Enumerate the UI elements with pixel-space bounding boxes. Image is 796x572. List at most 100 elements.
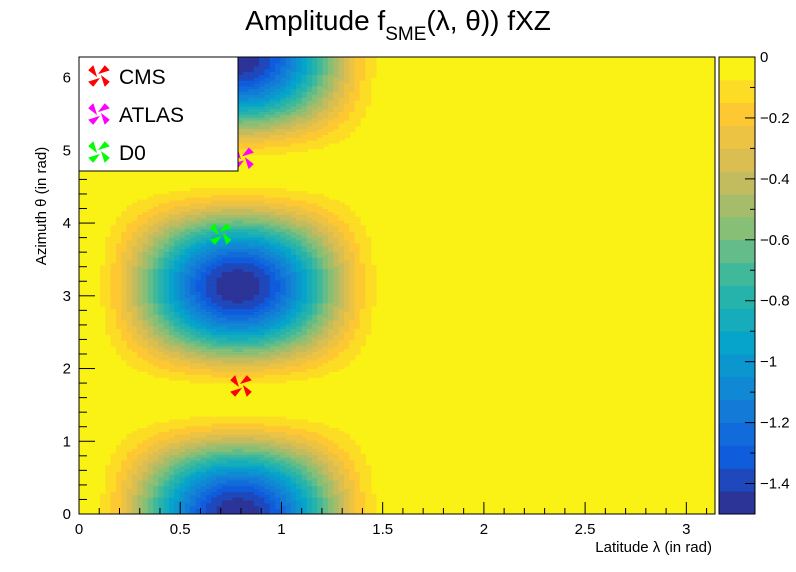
heatmap-cell [306,193,313,198]
heatmap-cell [317,422,324,427]
heatmap-cell [168,419,176,424]
heatmap-cell [121,211,128,215]
heatmap-cell [327,428,335,432]
chart-title: Amplitude fSME(λ, θ)) fXZ [245,5,551,45]
heatmap-cell [100,493,107,498]
heatmap-cell [232,188,239,192]
heatmap-cell [343,433,351,438]
heatmap-cell [110,453,117,458]
heatmap-cell [142,428,149,432]
heatmap-cell [333,428,340,432]
heatmap-cell [333,199,340,204]
heatmap-cell [153,422,160,427]
heatmap-cell [269,416,276,421]
heatmap-cell [338,202,345,207]
heatmap-cell [248,188,255,192]
heatmap-cell [317,193,324,198]
heatmap-cell [264,188,271,192]
heatmap-cell [179,191,186,195]
heatmap-cell [158,193,165,198]
heatmap-cell [110,225,117,230]
heatmap-cell [285,191,292,195]
heatmap-cell [221,188,229,192]
heatmap-cell [121,439,128,444]
heatmap-cell [370,493,377,498]
chart-title-main: Amplitude f [245,5,385,36]
heatmap-cell [296,419,303,424]
heatmap-cell [274,416,282,421]
heatmap-cell [365,236,372,241]
heatmap-cell [206,188,213,192]
heatmap-cell [264,416,271,421]
heatmap-cell [184,191,192,195]
heatmap-cell [153,193,160,198]
heatmap-cell [131,202,139,207]
heatmap-cell [206,416,213,421]
heatmap-cell [168,191,176,195]
heatmap-cell [190,416,197,421]
heatmap-cell [200,416,207,421]
heatmap-cell [365,465,372,470]
heatmap-cell [349,211,356,215]
heatmap-cell [142,199,149,204]
heatmap-cell [322,425,329,430]
heatmap-cell [131,431,139,435]
heatmap-cell [312,193,319,198]
heatmap-cell [105,465,112,470]
heatmap-cell [354,445,361,450]
heatmap-cell [354,216,361,221]
heatmap-cell [195,188,202,192]
heatmap-cell [290,419,298,424]
heatmap-cell [216,416,223,421]
heatmap-cell [285,419,292,424]
heatmap-cell [370,265,377,270]
heatmap-cell [174,191,181,195]
heatmap-cell [158,422,165,427]
heatmap-cell [259,416,266,421]
heatmap-cell [126,433,133,438]
heatmap-cell [137,428,144,432]
heatmap-cell [221,416,229,421]
heatmap-cell [343,205,351,210]
heatmap-cell [359,453,366,458]
heatmap-cell [280,416,287,421]
heatmap-cell [259,188,266,192]
heatmap-cell [179,419,186,424]
heatmap-cell [280,188,287,192]
heatmap-cell [301,419,308,424]
heatmap-cell [147,425,154,430]
heatmap-cell [327,199,335,204]
heatmap-cell [126,205,133,210]
heatmap-cell [232,416,239,421]
heatmap-cell [174,419,181,424]
heatmap-cell [163,422,170,427]
heatmap-cell [359,225,366,230]
heatmap-cell [349,439,356,444]
heatmap-cell [306,422,313,427]
heatmap-cell [184,419,192,424]
heatmap-cell [290,191,298,195]
heatmap-cell [200,188,207,192]
heatmap-cell [338,431,345,435]
heatmap-cell [190,188,197,192]
heatmap-cell [237,188,245,192]
chart-title-subscript: SME [385,24,426,45]
heatmap-cell [211,416,218,421]
heatmap-cell [274,188,282,192]
heatmap-cell [163,193,170,198]
heatmap-cell [237,416,245,421]
heatmap-cell [301,191,308,195]
heatmap-cell [115,216,123,221]
heatmap-cell [216,188,223,192]
heatmap-cell [248,416,255,421]
heatmap-cell [269,188,276,192]
heatmap-cell [322,196,329,201]
heatmap-cell [227,416,234,421]
heatmap-cell [211,188,218,192]
chart-title-rest: (λ, θ)) fXZ [426,5,550,36]
heatmap-cell [137,199,144,204]
heatmap-cell [227,188,234,192]
heatmap-cell [243,416,250,421]
heatmap-cell [100,265,107,270]
